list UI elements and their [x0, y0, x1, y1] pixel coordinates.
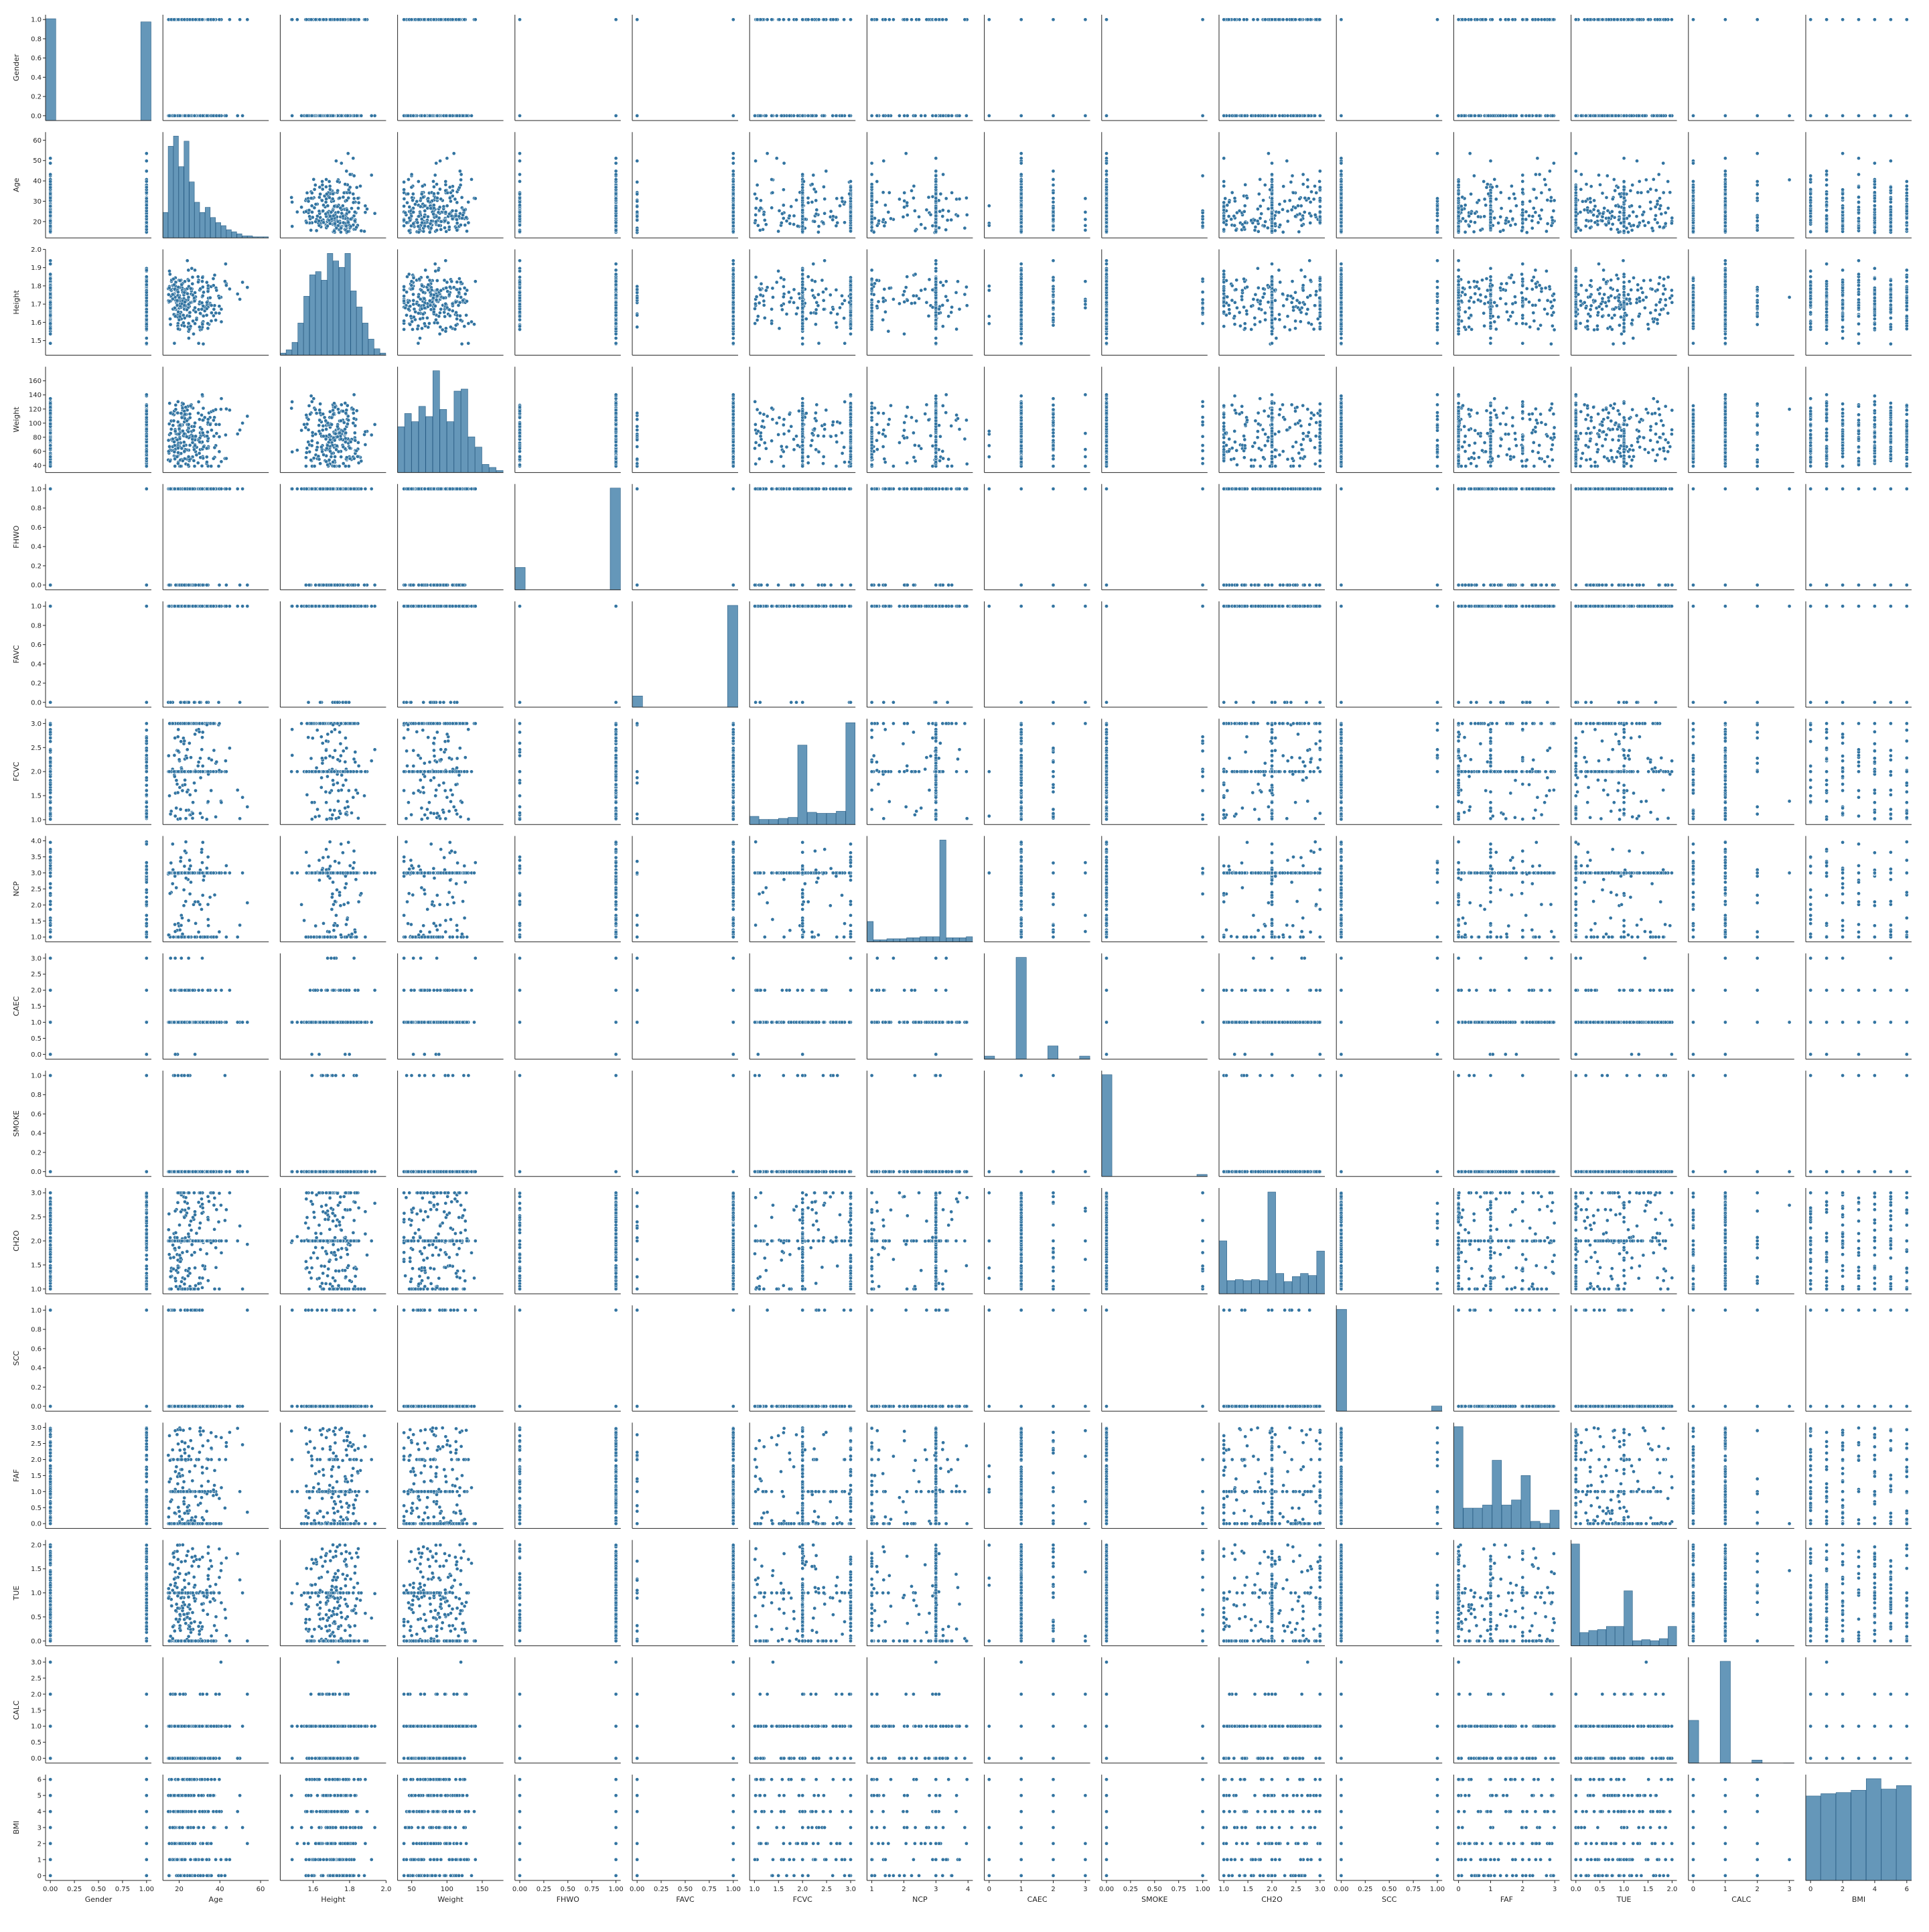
scatter-point: [423, 18, 426, 21]
scatter-point: [194, 18, 198, 21]
scatter-point: [173, 18, 176, 21]
scatter-point: [236, 114, 239, 117]
subplot-Gender-vs-Gender: 0.0 0.2 0.4 0.6 0.8 1.0 Gender: [12, 15, 151, 121]
scatter-point: [326, 114, 329, 117]
scatter-point: [439, 18, 443, 21]
scatter-point: [417, 18, 421, 21]
scatter-point: [300, 114, 303, 117]
scatter-point: [238, 18, 242, 21]
scatter-point: [346, 114, 349, 117]
scatter-point: [241, 114, 244, 117]
y-tick-label: 0.0: [31, 113, 42, 120]
scatter-point: [201, 114, 204, 117]
scatter-point: [167, 114, 171, 117]
scatter-point: [336, 18, 339, 21]
scatter-point: [357, 18, 360, 21]
subplot-Gender-vs-Weight: [398, 15, 504, 121]
scatter-point: [176, 18, 180, 21]
scatter-point: [341, 18, 344, 21]
scatter-point: [314, 18, 317, 21]
scatter-point: [457, 18, 461, 21]
y-tick-label: 0.8: [31, 35, 42, 43]
scatter-point: [205, 114, 208, 117]
scatter-point: [340, 114, 343, 117]
scatter-point: [423, 114, 427, 117]
scatter-point: [309, 18, 313, 21]
scatter-point: [412, 114, 415, 117]
scatter-point: [183, 18, 186, 21]
scatter-point: [403, 18, 406, 21]
scatter-point: [173, 114, 176, 117]
scatter-point: [228, 18, 231, 21]
scatter-point: [305, 18, 308, 21]
scatter-point: [445, 114, 448, 117]
scatter-point: [360, 114, 363, 117]
y-tick-label: 0.2: [31, 94, 42, 101]
scatter-point: [435, 114, 439, 117]
scatter-point: [212, 114, 215, 117]
scatter-point: [427, 18, 430, 21]
scatter-point: [455, 114, 459, 117]
scatter-point: [352, 18, 356, 21]
hist-bar-Gender: [141, 22, 151, 121]
y-tick-label: 1.0: [31, 17, 42, 24]
scatter-point: [318, 18, 322, 21]
scatter-point: [355, 114, 358, 117]
scatter-point: [305, 114, 309, 117]
scatter-point: [218, 114, 221, 117]
scatter-point: [193, 114, 196, 117]
y-tick-label: 0.6: [31, 55, 42, 62]
scatter-point: [463, 18, 466, 21]
scatter-point: [474, 18, 477, 21]
scatter-point: [373, 114, 376, 117]
scatter-point: [178, 114, 182, 117]
y-tick-label: 0.4: [31, 74, 42, 82]
scatter-point: [428, 114, 431, 117]
scatter-point: [448, 114, 451, 117]
subplot-Gender-vs-Age: [163, 15, 269, 121]
scatter-point: [218, 18, 221, 21]
scatter-point: [319, 114, 322, 117]
scatter-point: [332, 114, 335, 117]
scatter-point: [187, 114, 190, 117]
scatter-point: [310, 114, 313, 117]
scatter-point: [432, 18, 435, 21]
scatter-point: [184, 114, 187, 117]
scatter-point: [291, 18, 294, 21]
scatter-point: [291, 114, 294, 117]
scatter-point: [465, 114, 468, 117]
scatter-point: [328, 18, 332, 21]
scatter-point: [410, 18, 413, 21]
subplot-Gender-vs-FHWO: [515, 15, 621, 121]
scatter-point: [461, 114, 465, 117]
scatter-point: [322, 18, 325, 21]
scatter-point: [200, 18, 204, 21]
hist-bar-Gender: [46, 19, 56, 121]
scatter-point: [295, 18, 299, 21]
y-axis-label: Gender: [12, 54, 21, 81]
scatter-point: [407, 114, 410, 117]
scatter-point: [451, 18, 454, 21]
scatter-point: [364, 18, 367, 21]
scatter-point: [470, 114, 473, 117]
scatter-point: [246, 18, 249, 21]
scatter-point: [370, 114, 373, 117]
scatter-point: [349, 18, 352, 21]
scatter-point: [212, 18, 215, 21]
subplot-Gender-vs-Height: [280, 15, 386, 121]
scatter-point: [224, 114, 228, 117]
